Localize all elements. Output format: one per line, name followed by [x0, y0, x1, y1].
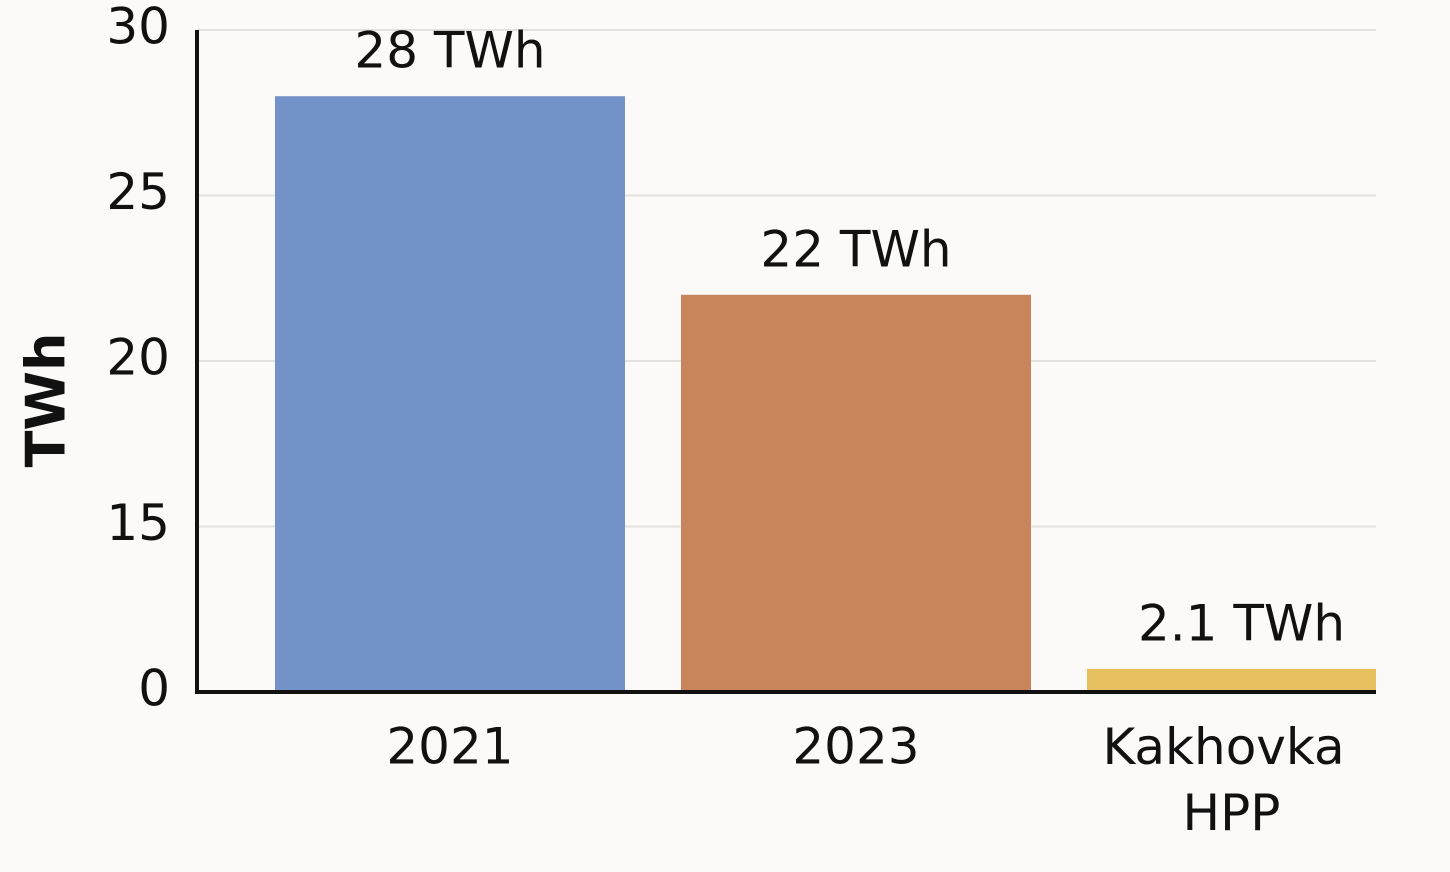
y-tick-label: 15	[106, 494, 170, 552]
y-tick-label: 30	[106, 0, 170, 56]
y-tick-label: 25	[106, 163, 170, 221]
x-tick-label: Kakhovka HPP	[1103, 718, 1361, 842]
y-tick-label: 0	[138, 660, 170, 718]
y-tick-label: 20	[106, 329, 170, 387]
bar	[275, 96, 625, 692]
x-tick-label: 2021	[386, 718, 513, 776]
value-label: 22 TWh	[760, 220, 951, 278]
value-label: 2.1 TWh	[1138, 594, 1345, 652]
bar	[681, 294, 1031, 692]
value-label: 28 TWh	[354, 22, 545, 80]
x-tick-label: 2023	[792, 718, 919, 776]
bar	[1087, 668, 1376, 692]
y-axis-label: TWh	[15, 333, 78, 468]
